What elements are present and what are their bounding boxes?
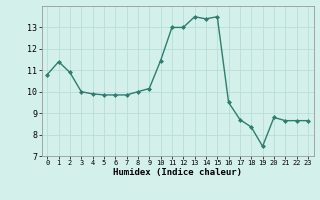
X-axis label: Humidex (Indice chaleur): Humidex (Indice chaleur): [113, 168, 242, 177]
